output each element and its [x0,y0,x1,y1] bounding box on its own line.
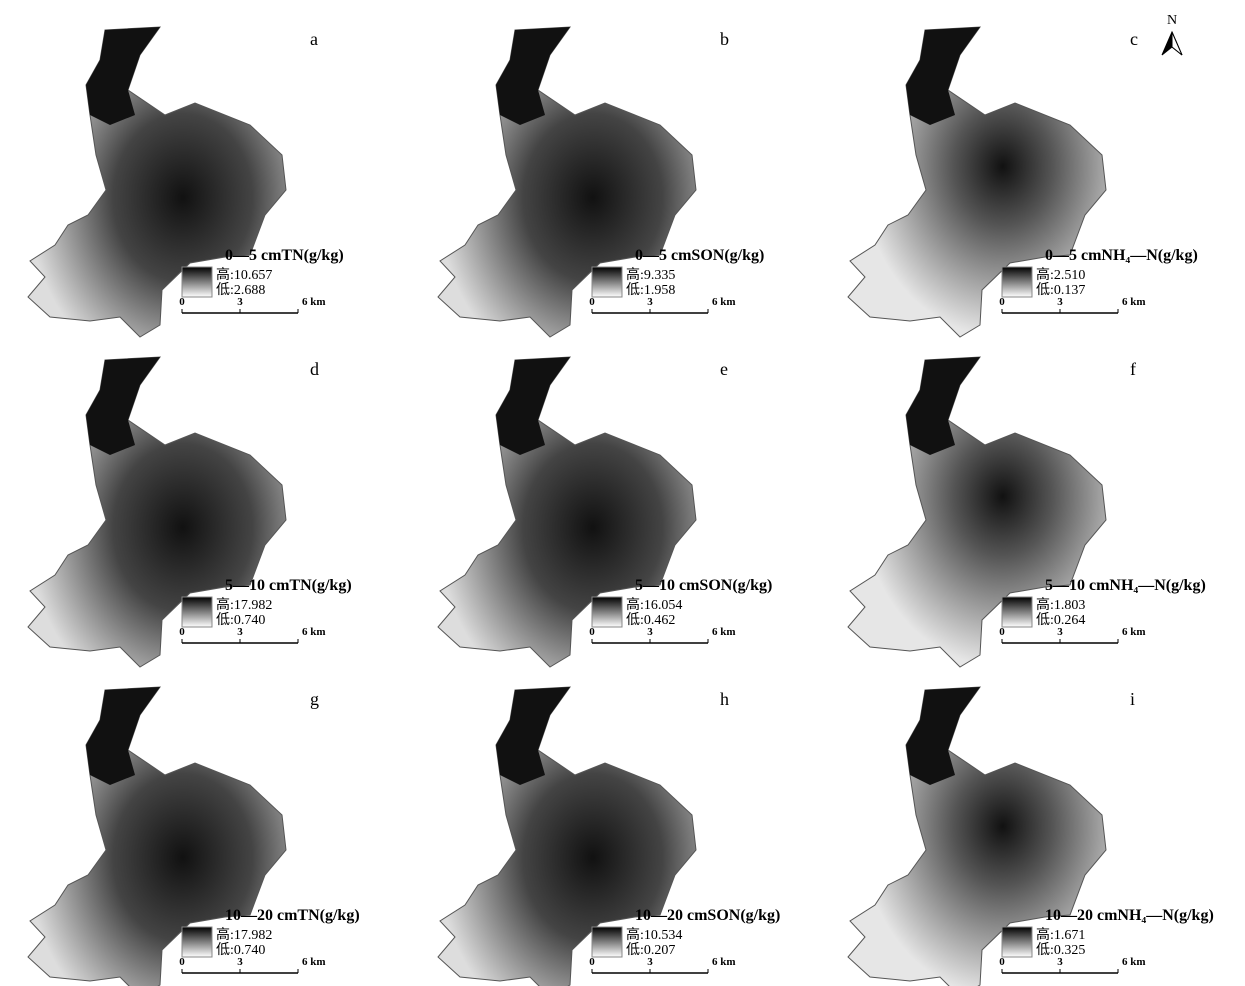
scale-label: 0 [589,956,595,968]
scale-label: 3 [647,296,653,308]
scale-label: 6 km [712,956,736,968]
legend-ramp [182,267,212,297]
scale-label: 0 [999,956,1005,968]
legend-high: 高:16.054 [626,596,682,613]
figure: N a0—5 cmTN(g/kg)高:10.657低:2.688036 kmb0… [0,0,1245,986]
panel-letter: b [720,29,729,49]
scale-label: 3 [647,626,653,638]
scale-label: 0 [999,296,1005,308]
legend-title: 10—20 cmTN(g/kg) [225,907,360,924]
panel-letter: e [720,359,728,379]
scale-label: 0 [179,956,185,968]
panel-letter: a [310,29,318,49]
legend-ramp [592,597,622,627]
scale-label: 3 [237,626,243,638]
legend-high: 高:9.335 [626,266,675,283]
legend-high: 高:10.657 [216,266,272,283]
scale-label: 6 km [712,296,736,308]
legend-ramp [1002,927,1032,957]
scale-label: 3 [647,956,653,968]
scale-label: 6 km [302,956,326,968]
scale-label: 6 km [1122,296,1146,308]
legend-title: 10—20 cmSON(g/kg) [635,907,780,924]
scale-label: 0 [589,296,595,308]
scale-label: 3 [1057,296,1063,308]
legend-ramp [182,597,212,627]
panel-letter: i [1130,689,1135,709]
panel-letter: h [720,689,729,709]
legend-high: 高:17.982 [216,926,272,943]
legend-high: 高:17.982 [216,596,272,613]
legend-title: 5—10 cmTN(g/kg) [225,577,352,594]
scale-label: 6 km [302,296,326,308]
legend-high: 高:1.803 [1036,596,1085,613]
panel-letter: c [1130,29,1138,49]
legend-title: 0—5 cmSON(g/kg) [635,247,764,264]
legend-high: 高:10.534 [626,926,682,943]
scale-label: 6 km [302,626,326,638]
legend-title: 10—20 cmNH₄—N(g/kg) [1045,907,1214,924]
scale-label: 0 [179,296,185,308]
scale-label: 0 [179,626,185,638]
scale-label: 3 [237,296,243,308]
panel-letter: g [310,689,319,709]
legend-title: 5—10 cmNH₄—N(g/kg) [1045,577,1206,594]
legend-high: 高:1.671 [1036,926,1085,943]
legend-ramp [1002,597,1032,627]
panel-letter: f [1130,359,1136,379]
north-label: N [1167,13,1177,28]
north-arrow: N [1162,13,1182,55]
legend-ramp [1002,267,1032,297]
panel-letter: d [310,359,319,379]
scale-label: 3 [237,956,243,968]
scale-label: 0 [999,626,1005,638]
legend-title: 0—5 cmNH₄—N(g/kg) [1045,247,1198,264]
scale-label: 0 [589,626,595,638]
scale-label: 3 [1057,956,1063,968]
legend-title: 0—5 cmTN(g/kg) [225,247,344,264]
legend-high: 高:2.510 [1036,266,1085,283]
scale-label: 6 km [712,626,736,638]
scale-label: 3 [1057,626,1063,638]
legend-ramp [592,927,622,957]
legend-ramp [182,927,212,957]
legend-title: 5—10 cmSON(g/kg) [635,577,772,594]
legend-ramp [592,267,622,297]
scale-label: 6 km [1122,626,1146,638]
scale-label: 6 km [1122,956,1146,968]
